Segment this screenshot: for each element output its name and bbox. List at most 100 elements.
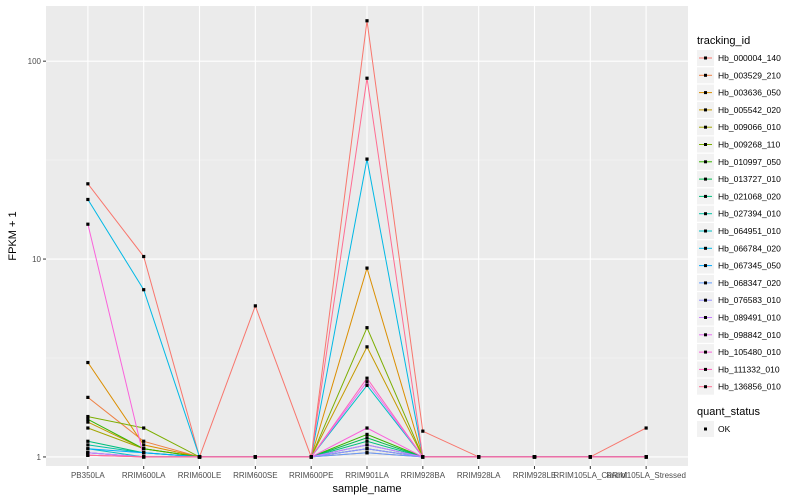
legend-item-label: Hb_010997_050 <box>718 157 781 167</box>
data-point <box>365 157 369 161</box>
x-tick-label: RRIM928BA <box>401 471 446 480</box>
legend-point <box>704 56 707 60</box>
data-point <box>365 451 369 455</box>
legend-point <box>704 73 707 77</box>
data-point <box>86 182 90 186</box>
legend-point <box>704 194 707 198</box>
legend-point <box>704 125 707 129</box>
data-point <box>532 455 537 459</box>
data-point <box>142 447 146 451</box>
legend-item-label: Hb_064951_010 <box>718 226 781 236</box>
legend-title: tracking_id <box>697 35 750 47</box>
legend-item-label: Hb_027394_010 <box>718 209 781 219</box>
data-point <box>309 455 313 459</box>
shape-legend-item-label: OK <box>718 424 731 434</box>
shape-legend-title: quant_status <box>697 406 760 418</box>
data-point <box>86 439 90 443</box>
legend-item-label: Hb_066784_020 <box>718 243 781 253</box>
x-tick-label: RRIM105LA_Stressed <box>606 471 686 480</box>
legend-item-label: Hb_003636_050 <box>718 88 781 98</box>
shape-legend-items: OK <box>697 421 731 437</box>
x-tick-label: RRIM600PE <box>289 471 333 480</box>
data-point <box>365 432 369 436</box>
data-point <box>421 455 425 459</box>
data-point <box>142 443 146 447</box>
legend-item-label: Hb_003529_210 <box>718 70 781 80</box>
data-point <box>421 429 425 433</box>
data-point <box>365 76 369 80</box>
y-tick-label: 10 <box>32 255 41 264</box>
x-axis: PB350LA RRIM600LA RRIM600LE RRIM600SE RRIM60… <box>71 466 686 480</box>
x-tick-label: RRIM600LA <box>122 471 166 480</box>
data-point <box>86 453 90 457</box>
legend-item-label: Hb_000004_140 <box>718 53 781 63</box>
data-point <box>253 304 257 308</box>
legend-point <box>704 385 707 389</box>
data-point <box>644 426 648 430</box>
data-point <box>86 414 90 419</box>
shape-legend-point <box>704 427 707 431</box>
legend-point <box>704 177 707 181</box>
y-tick-label: 1 <box>37 453 42 462</box>
legend-items: Hb_000004_140 Hb_003529_210 Hb_003636_050 H… <box>697 50 781 395</box>
data-point <box>142 426 146 430</box>
data-point <box>86 360 90 365</box>
legend-item-label: Hb_021068_020 <box>718 191 781 201</box>
legend-item-label: Hb_068347_020 <box>718 278 781 288</box>
data-point <box>644 455 648 459</box>
x-tick-label: RRIM928LE <box>513 471 557 480</box>
data-point <box>86 222 90 226</box>
legend-item-label: Hb_136856_010 <box>718 382 781 392</box>
data-point <box>588 455 592 459</box>
legend-item-label: Hb_009066_010 <box>718 122 781 132</box>
legend-point <box>704 264 707 268</box>
x-tick-label: RRIM901LA <box>345 471 389 480</box>
legend-point <box>704 367 707 371</box>
legend-point <box>704 316 707 319</box>
data-point <box>197 455 202 459</box>
x-tick-label: RRIM928LA <box>457 471 501 480</box>
data-point <box>86 395 90 399</box>
legend-point <box>704 333 707 337</box>
data-point <box>365 380 369 384</box>
data-point <box>142 455 146 459</box>
y-axis-title: FPKM + 1 <box>7 211 19 260</box>
y-axis: 1 10 100 <box>28 57 46 462</box>
data-point <box>86 443 90 447</box>
data-point <box>365 376 369 380</box>
legend-item-label: Hb_005542_020 <box>718 105 781 115</box>
legend-point <box>704 91 707 95</box>
data-point <box>86 451 90 455</box>
data-point <box>365 345 369 349</box>
data-point <box>253 455 257 459</box>
data-point <box>142 451 146 455</box>
legend-item-label: Hb_089491_010 <box>718 313 781 323</box>
legend-point <box>704 246 707 250</box>
legend-item-label: Hb_067345_050 <box>718 261 781 271</box>
x-axis-title: sample_name <box>332 483 401 495</box>
data-point <box>86 447 90 451</box>
legend-item-label: Hb_076583_010 <box>718 295 781 305</box>
legend-item-label: Hb_013727_010 <box>718 174 781 184</box>
data-point <box>86 426 90 430</box>
legend-point <box>704 298 707 302</box>
data-point <box>477 455 481 459</box>
data-point <box>365 447 369 451</box>
data-points <box>86 19 648 459</box>
x-tick-label: PB350LA <box>71 471 105 480</box>
data-point <box>142 288 146 292</box>
data-point <box>365 383 369 387</box>
legend-point <box>704 281 707 285</box>
legend: tracking_id Hb_000004_140Hb_003529_210Hb… <box>697 35 781 437</box>
legend-point <box>704 229 707 233</box>
data-point <box>86 417 90 421</box>
legend-point <box>704 212 707 216</box>
data-point <box>365 443 369 447</box>
data-point <box>365 326 369 330</box>
legend-point <box>704 160 707 164</box>
data-point <box>365 426 369 430</box>
y-tick-label: 100 <box>28 57 42 66</box>
legend-item-label: Hb_105480_010 <box>718 347 781 357</box>
x-tick-label: RRIM600LE <box>178 471 222 480</box>
data-point <box>365 19 369 23</box>
